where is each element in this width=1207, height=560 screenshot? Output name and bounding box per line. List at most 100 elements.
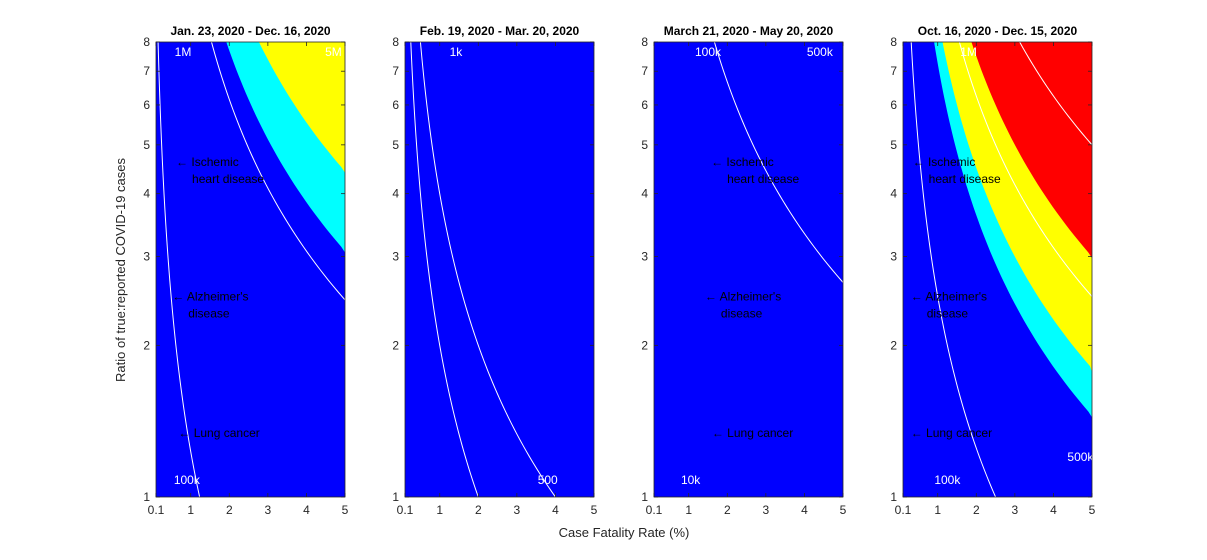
contour-line-1M [1019, 42, 1092, 146]
x-tick-label: 3 [514, 503, 521, 517]
y-tick-label: 4 [890, 187, 897, 201]
x-tick-label: 2 [475, 503, 482, 517]
annotation-line: heart disease [727, 172, 799, 186]
x-axis-label: Case Fatality Rate (%) [559, 525, 690, 540]
y-tick-label: 4 [392, 187, 399, 201]
plot-area [903, 42, 1092, 497]
region-blue [903, 42, 1092, 497]
region-blue [156, 42, 345, 497]
contour-label: 1k [450, 45, 464, 59]
annotation-line: disease [721, 307, 763, 321]
y-tick-label: 1 [143, 490, 150, 504]
y-tick-label: 8 [143, 35, 150, 49]
y-tick-label: 2 [143, 338, 150, 352]
y-tick-label: 6 [143, 98, 150, 112]
annotation-line: ← Alzheimer's [172, 290, 248, 304]
contour-label: 5M [325, 45, 342, 59]
x-tick-label: 0.1 [895, 503, 912, 517]
plot-area [654, 42, 843, 497]
x-tick-label: 1 [187, 503, 194, 517]
y-tick-label: 8 [890, 35, 897, 49]
x-tick-label: 5 [342, 503, 349, 517]
x-tick-label: 4 [552, 503, 559, 517]
y-tick-label: 3 [890, 250, 897, 264]
panel-title: Oct. 16, 2020 - Dec. 15, 2020 [918, 24, 1078, 38]
annotation-line: disease [927, 307, 969, 321]
y-tick-label: 5 [890, 138, 897, 152]
y-tick-label: 8 [641, 35, 648, 49]
contour-line-100k [910, 42, 997, 497]
y-tick-label: 6 [392, 98, 399, 112]
x-tick-label: 2 [226, 503, 233, 517]
x-tick-label: 5 [591, 503, 598, 517]
x-tick-label: 2 [724, 503, 731, 517]
y-tick-label: 5 [641, 138, 648, 152]
contour-label: 500k [1067, 450, 1094, 464]
annotation-line: ← Lung cancer [911, 426, 992, 440]
contour-line-1k [419, 42, 556, 497]
axes-frame [404, 41, 595, 498]
x-tick-label: 5 [1089, 503, 1096, 517]
x-tick-label: 5 [840, 503, 847, 517]
y-tick-label: 7 [143, 64, 150, 78]
y-tick-label: 2 [890, 338, 897, 352]
annotation-2: ← Alzheimer's disease [172, 290, 248, 321]
annotation-line: disease [188, 307, 230, 321]
y-tick-label: 3 [143, 250, 150, 264]
annotation-line: heart disease [929, 172, 1001, 186]
y-tick-label: 5 [143, 138, 150, 152]
contour-label: 500 [538, 473, 558, 487]
plot-area [405, 42, 594, 497]
y-tick-label: 1 [890, 490, 897, 504]
annotation-1: ← Ischemic heart disease [711, 155, 799, 186]
annotation-1: ← Ischemic heart disease [913, 155, 1001, 186]
y-tick-label: 1 [392, 490, 399, 504]
x-tick-label: 1 [685, 503, 692, 517]
x-tick-label: 4 [303, 503, 310, 517]
region-blue [405, 42, 594, 497]
y-tick-label: 1 [641, 490, 648, 504]
axes-frame [653, 41, 844, 498]
annotation-1: ← Ischemic heart disease [176, 155, 264, 186]
contour-label: 100k [934, 473, 961, 487]
annotation-line: ← Ischemic [913, 155, 976, 169]
region-blue [654, 42, 843, 497]
x-tick-label: 1 [436, 503, 443, 517]
y-tick-label: 5 [392, 138, 399, 152]
annotation-3: ← Lung cancer [911, 426, 992, 440]
panel-3: 10k 100k 500k ← Ischemic heart disease ← Alzh… [641, 24, 847, 517]
y-tick-label: 7 [392, 64, 399, 78]
contour-line-500k [958, 42, 1092, 298]
annotation-line: ← Lung cancer [178, 426, 259, 440]
y-tick-label: 4 [641, 187, 648, 201]
x-tick-label: 1 [934, 503, 941, 517]
panel-title: Feb. 19, 2020 - Mar. 20, 2020 [420, 24, 580, 38]
annotation-3: ← Lung cancer [178, 426, 259, 440]
contour-label: 100k [695, 45, 722, 59]
annotation-line: ← Alzheimer's [911, 290, 987, 304]
x-tick-label: 4 [801, 503, 808, 517]
annotation-2: ← Alzheimer's disease [911, 290, 987, 321]
x-tick-label: 2 [973, 503, 980, 517]
contour-line-10k [713, 42, 843, 284]
panel-4: 100k 1M 500k ← Ischemic heart disease ← Alzhe… [890, 24, 1096, 517]
annotation-line: heart disease [192, 172, 264, 186]
x-tick-label: 0.1 [646, 503, 663, 517]
contour-line-1M [210, 42, 345, 301]
y-tick-label: 7 [641, 64, 648, 78]
x-tick-label: 0.1 [397, 503, 414, 517]
contour-line-500 [410, 42, 479, 497]
y-tick-label: 8 [392, 35, 399, 49]
annotation-2: ← Alzheimer's disease [705, 290, 781, 321]
annotation-line: ← Ischemic [176, 155, 239, 169]
panel-1: 100k 1M 5M ← Ischemic heart disease ← Alzheim… [143, 24, 349, 517]
contour-label: 1M [960, 45, 977, 59]
y-tick-label: 6 [641, 98, 648, 112]
y-axis-label: Ratio of true:reported COVID-19 cases [113, 158, 128, 382]
annotation-line: ← Alzheimer's [705, 290, 781, 304]
plot-area [156, 42, 345, 497]
contour-label: 100k [174, 473, 201, 487]
y-tick-label: 4 [143, 187, 150, 201]
